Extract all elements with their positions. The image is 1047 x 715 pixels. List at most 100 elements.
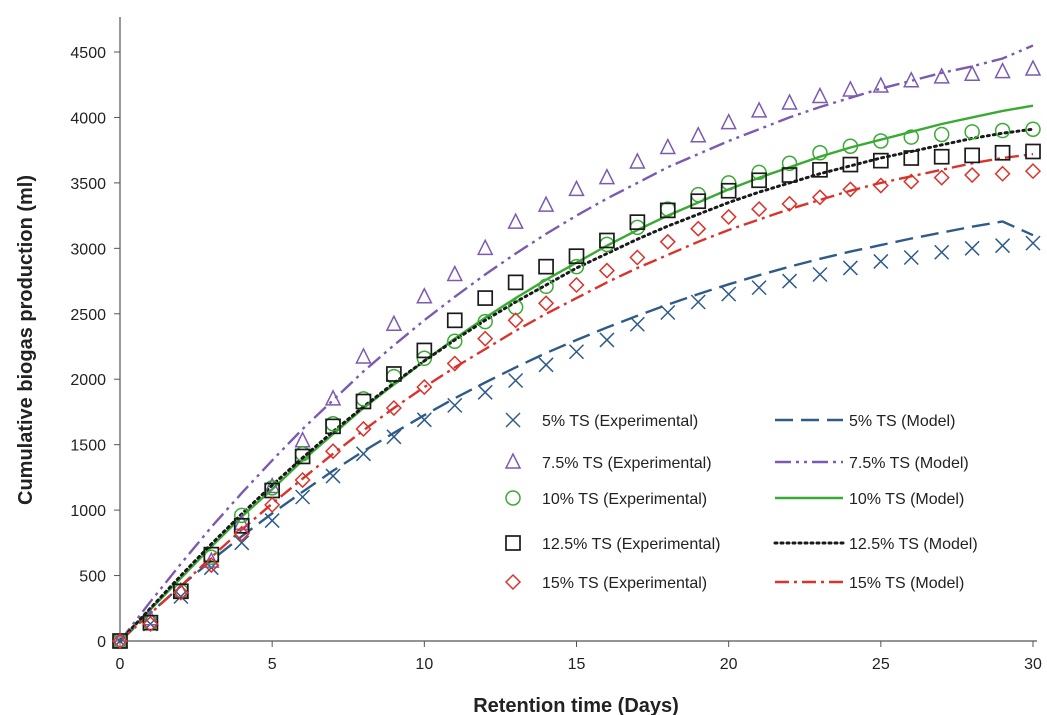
data-point [690, 193, 707, 210]
data-point [903, 71, 920, 88]
data-point [690, 220, 707, 237]
data-point [994, 144, 1011, 161]
data-point [416, 350, 433, 367]
data-point [385, 314, 403, 331]
experimental-series-4 [112, 143, 1041, 649]
data-point [781, 155, 798, 172]
data-point [599, 332, 615, 348]
data-point [324, 443, 342, 460]
data-point [964, 166, 981, 184]
data-point [416, 379, 433, 396]
data-point [538, 258, 554, 275]
legend-label-experimental-4: 12.5% TS (Experimental) [542, 536, 720, 553]
data-point [111, 632, 129, 650]
data-point [386, 366, 402, 382]
data-point [477, 290, 494, 306]
data-point [233, 507, 250, 524]
data-point [294, 448, 311, 465]
data-point [568, 179, 585, 197]
data-point [416, 342, 433, 359]
data-point [203, 546, 220, 563]
data-point [416, 287, 433, 304]
data-point [812, 145, 828, 161]
y-tick-label: 3000 [70, 241, 106, 258]
experimental-series-5 [111, 163, 1042, 650]
data-point [964, 124, 980, 140]
model-line-1 [119, 220, 1034, 642]
x-tick-label: 25 [872, 656, 890, 673]
data-point [781, 93, 798, 110]
data-point [233, 525, 250, 542]
data-point [994, 61, 1011, 79]
data-point [811, 86, 829, 104]
y-tick-label: 500 [79, 569, 106, 586]
data-point [933, 67, 950, 84]
experimental-series-2 [111, 59, 1042, 648]
data-point [355, 420, 372, 438]
data-point [751, 280, 767, 296]
data-point [933, 148, 950, 165]
data-point [203, 551, 220, 568]
data-point [842, 138, 859, 154]
data-point [476, 238, 494, 256]
y-tick-label: 0 [97, 634, 106, 651]
data-point [477, 313, 493, 330]
data-point [1024, 59, 1042, 76]
legend: 5% TS (Experimental) 7.5% TS (Experimenta… [504, 412, 978, 592]
data-point [294, 471, 311, 489]
data-point [751, 172, 767, 189]
data-point [750, 101, 768, 118]
data-point [873, 133, 889, 149]
data-point [964, 240, 980, 256]
data-point [782, 273, 798, 289]
data-point [264, 496, 281, 513]
data-point [720, 182, 737, 199]
model-line-3 [119, 104, 1034, 642]
data-point [811, 189, 829, 206]
y-axis-title: Cumulative biogas production (ml) [15, 175, 37, 505]
data-point [812, 161, 828, 178]
data-point [903, 249, 919, 266]
data-point [507, 312, 524, 329]
legend-label-experimental-3: 10% TS (Experimental) [542, 491, 707, 508]
x-tick-label: 30 [1024, 656, 1042, 673]
x-axis-ticks: 0 5 10 15 20 25 30 [116, 641, 1042, 673]
legend-label-model-3: 10% TS (Model) [849, 491, 964, 508]
y-tick-label: 4500 [70, 45, 106, 62]
y-tick-label: 3500 [70, 176, 106, 193]
legend-label-experimental-1: 5% TS (Experimental) [542, 413, 698, 430]
data-point [233, 517, 250, 534]
data-point [507, 212, 524, 229]
data-point [933, 169, 950, 186]
legend-marker-1 [505, 412, 521, 428]
data-point [355, 446, 371, 462]
model-line-5 [119, 152, 1034, 642]
model-line-2 [119, 44, 1034, 642]
legend-marker-2 [504, 452, 522, 469]
experimental-series-3 [112, 121, 1041, 649]
data-point [568, 258, 585, 275]
legend-label-experimental-5: 15% TS (Experimental) [542, 575, 707, 592]
data-point [1025, 143, 1041, 160]
data-point [416, 412, 432, 428]
data-point [903, 150, 920, 166]
legend-label-model-4: 12.5% TS (Model) [849, 536, 978, 553]
data-point [203, 557, 220, 574]
x-tick-label: 10 [415, 656, 433, 673]
data-point [963, 64, 981, 82]
data-point [142, 615, 159, 633]
data-point [1024, 163, 1042, 180]
data-point [934, 244, 950, 260]
data-point [295, 489, 311, 505]
y-tick-label: 2500 [70, 307, 106, 324]
data-point [629, 152, 646, 169]
legend-label-experimental-2: 7.5% TS (Experimental) [542, 455, 712, 472]
data-point [721, 286, 737, 302]
data-point [872, 177, 889, 194]
data-point [446, 264, 463, 282]
data-point [538, 295, 555, 312]
data-point [538, 278, 554, 295]
data-point [720, 208, 737, 225]
legend-label-model-2: 7.5% TS (Model) [849, 455, 969, 472]
